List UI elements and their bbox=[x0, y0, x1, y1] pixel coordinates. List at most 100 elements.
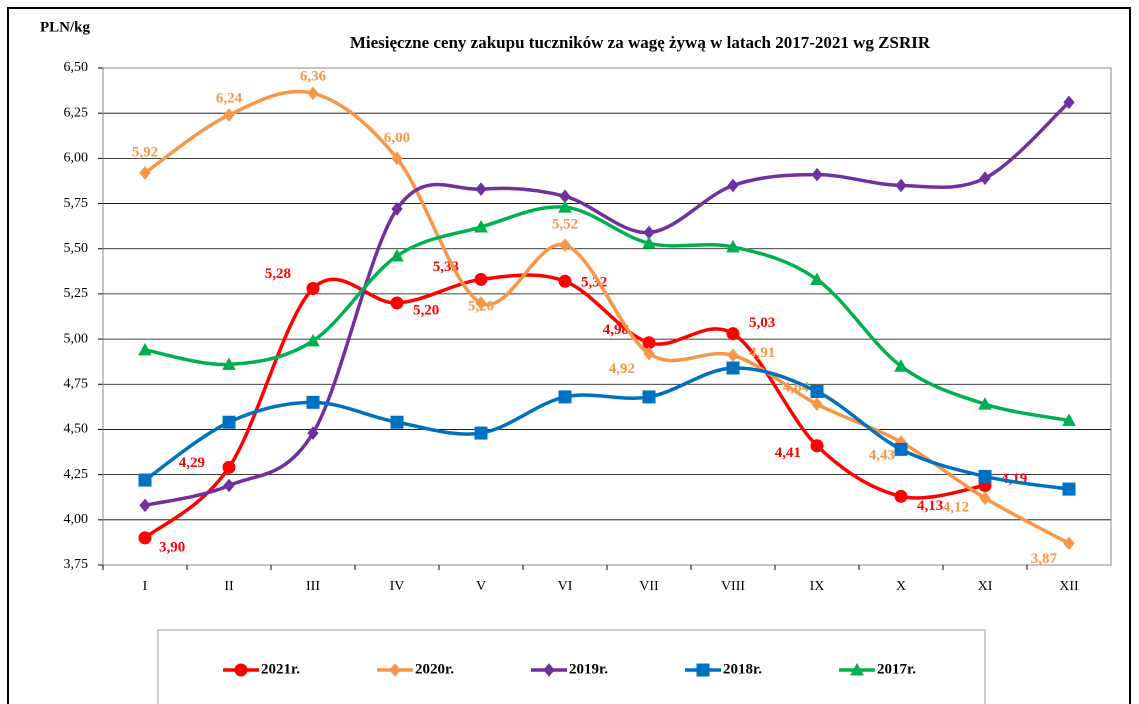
marker bbox=[222, 415, 236, 429]
marker bbox=[894, 489, 908, 503]
marker bbox=[1063, 95, 1075, 110]
value-label: 6,36 bbox=[300, 69, 327, 85]
legend-label: 2020r. bbox=[415, 661, 454, 677]
marker bbox=[474, 426, 488, 440]
value-label: 4,29 bbox=[179, 455, 205, 471]
marker bbox=[475, 296, 487, 310]
legend-box bbox=[157, 629, 986, 704]
legend-marker bbox=[389, 663, 401, 677]
x-tick-label: VII bbox=[639, 579, 659, 594]
value-label: 5,03 bbox=[749, 315, 775, 331]
value-label: 5,92 bbox=[132, 144, 158, 160]
value-label: 4,12 bbox=[943, 500, 969, 516]
marker bbox=[894, 442, 908, 456]
marker bbox=[222, 460, 236, 474]
y-tick-label: 5,25 bbox=[64, 286, 89, 301]
x-tick-label: II bbox=[224, 579, 234, 594]
marker bbox=[306, 395, 320, 409]
value-label: 3,87 bbox=[1031, 551, 1058, 567]
y-tick-label: 5,00 bbox=[64, 331, 89, 346]
value-label: 3,90 bbox=[159, 539, 185, 555]
value-label: 6,24 bbox=[216, 90, 243, 106]
marker bbox=[810, 272, 824, 285]
value-label: 4,92 bbox=[609, 361, 635, 377]
legend-label: 2017r. bbox=[877, 661, 916, 677]
marker bbox=[894, 359, 908, 372]
y-tick-label: 6,00 bbox=[64, 151, 89, 166]
marker bbox=[222, 357, 236, 370]
marker bbox=[726, 327, 740, 341]
y-tick-label: 4,75 bbox=[64, 376, 89, 391]
x-tick-label: IX bbox=[810, 579, 825, 594]
marker bbox=[391, 202, 403, 216]
x-tick-label: V bbox=[476, 579, 486, 594]
marker bbox=[727, 178, 739, 193]
x-tick-label: X bbox=[896, 579, 906, 594]
marker bbox=[474, 219, 488, 233]
x-tick-label: XII bbox=[1059, 579, 1079, 594]
value-label: 5,20 bbox=[468, 298, 494, 314]
y-tick-label: 3,75 bbox=[64, 557, 89, 572]
x-tick-label: III bbox=[306, 579, 320, 594]
chart-frame bbox=[7, 7, 1131, 704]
marker bbox=[895, 178, 907, 193]
value-label: 6,00 bbox=[384, 130, 410, 146]
marker bbox=[223, 478, 235, 493]
marker bbox=[810, 385, 824, 399]
y-tick-label: 6,50 bbox=[64, 60, 89, 75]
x-tick-label: I bbox=[143, 579, 148, 594]
marker bbox=[390, 415, 404, 429]
marker bbox=[642, 390, 656, 404]
marker bbox=[1062, 413, 1076, 426]
marker bbox=[726, 239, 740, 253]
marker bbox=[643, 346, 655, 361]
marker bbox=[558, 390, 572, 404]
value-label: 4,98 bbox=[603, 322, 629, 338]
y-tick-label: 5,75 bbox=[64, 196, 89, 211]
marker bbox=[475, 182, 487, 196]
legend-label: 2019r. bbox=[569, 661, 608, 677]
marker bbox=[306, 333, 320, 347]
legend-marker bbox=[234, 663, 248, 677]
marker bbox=[1062, 482, 1076, 496]
marker bbox=[391, 151, 403, 166]
value-label: 4,13 bbox=[917, 498, 943, 514]
y-tick-label: 5,50 bbox=[64, 241, 89, 256]
marker bbox=[390, 296, 404, 310]
value-label: 5,28 bbox=[265, 266, 291, 282]
value-label: 5,52 bbox=[552, 217, 578, 233]
marker bbox=[727, 348, 739, 363]
marker bbox=[810, 439, 824, 453]
value-label: 4,41 bbox=[775, 445, 801, 461]
marker bbox=[307, 86, 319, 101]
marker bbox=[978, 397, 992, 410]
value-label: 5,20 bbox=[413, 302, 439, 318]
marker bbox=[1063, 536, 1075, 551]
marker bbox=[139, 498, 151, 513]
marker bbox=[726, 361, 740, 375]
legend-label: 2018r. bbox=[723, 661, 762, 677]
marker bbox=[558, 200, 572, 213]
marker bbox=[139, 166, 151, 180]
marker bbox=[811, 397, 823, 411]
marker bbox=[474, 272, 488, 286]
legend-label: 2021r. bbox=[261, 661, 300, 677]
x-tick-label: VIII bbox=[721, 579, 745, 594]
marker bbox=[138, 531, 152, 545]
marker bbox=[558, 274, 572, 288]
marker bbox=[138, 473, 152, 487]
legend-marker bbox=[850, 662, 864, 676]
marker bbox=[811, 167, 823, 182]
y-tick-label: 4,00 bbox=[64, 512, 89, 527]
marker bbox=[307, 426, 319, 440]
marker bbox=[306, 281, 320, 295]
y-tick-label: 6,25 bbox=[64, 105, 89, 120]
value-label: 4,43 bbox=[869, 448, 895, 464]
y-tick-label: 4,50 bbox=[64, 422, 89, 437]
marker bbox=[978, 469, 992, 483]
value-label: 4,91 bbox=[749, 345, 775, 361]
legend-marker bbox=[543, 663, 555, 677]
marker bbox=[138, 342, 152, 356]
x-tick-label: IV bbox=[390, 579, 405, 594]
